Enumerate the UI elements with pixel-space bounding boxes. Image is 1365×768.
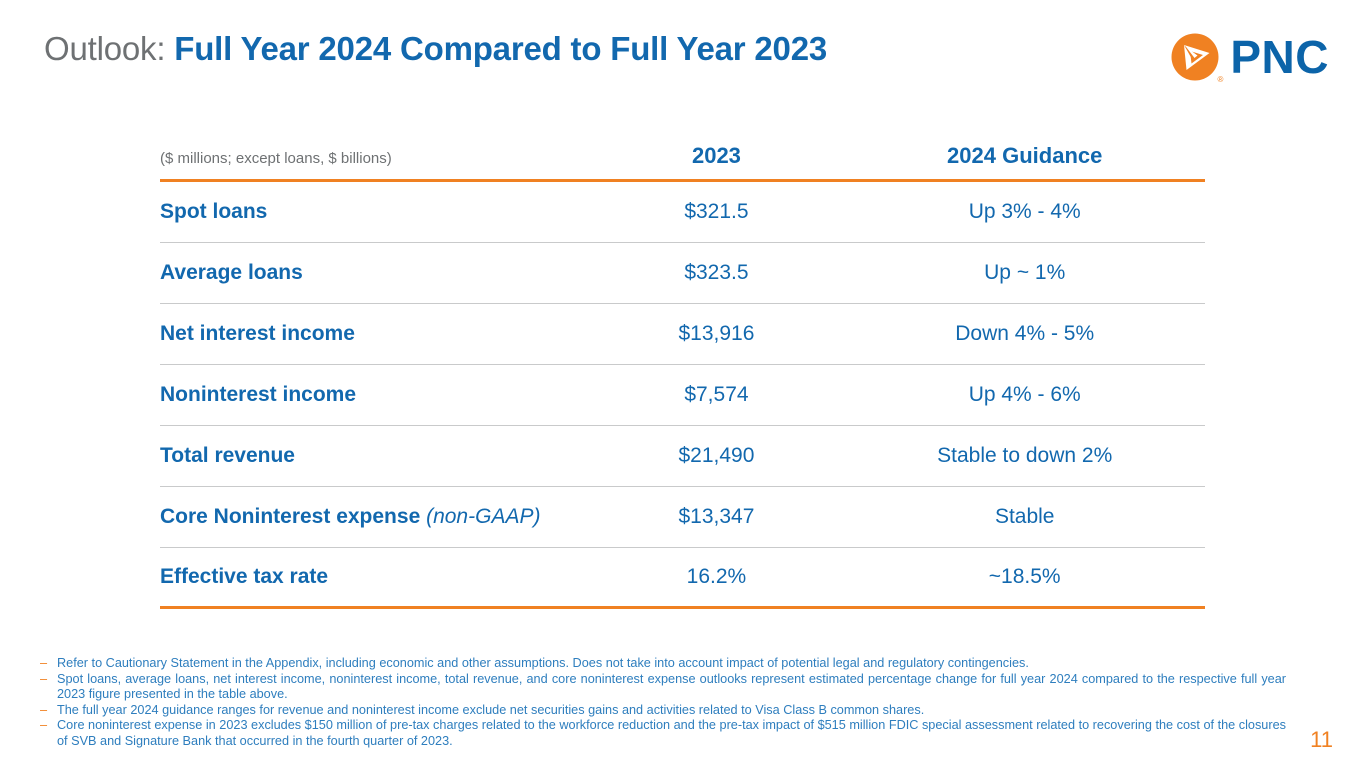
- pnc-logo: ® PNC: [1170, 31, 1329, 84]
- footnote-dash: –: [40, 718, 48, 733]
- column-header-2023: 2023: [691, 143, 741, 168]
- row-label: Effective tax rate: [160, 565, 588, 589]
- footnote-text: Refer to Cautionary Statement in the App…: [57, 656, 1029, 670]
- footnote-item: – Spot loans, average loans, net interes…: [40, 672, 1286, 703]
- pnc-logo-icon: ®: [1170, 32, 1224, 84]
- title-prefix: Outlook:: [44, 30, 175, 67]
- row-label: Core Noninterest expense (non-GAAP): [160, 505, 588, 529]
- table-row: Effective tax rate 16.2% ~18.5%: [160, 548, 1205, 609]
- value-2023: $323.5: [684, 261, 749, 284]
- registered-mark: ®: [1217, 75, 1224, 84]
- column-header-2024-guidance: 2024 Guidance: [947, 143, 1103, 168]
- title-main: Full Year 2024 Compared to Full Year 202…: [174, 30, 828, 67]
- table-header-row: ($ millions; except loans, $ billions) 2…: [160, 131, 1205, 182]
- row-label-text: Effective tax rate: [160, 565, 329, 588]
- footnote-dash: –: [40, 671, 48, 686]
- row-label: Net interest income: [160, 322, 588, 346]
- value-2023: $13,347: [678, 505, 755, 528]
- table-row: Net interest income $13,916 Down 4% - 5%: [160, 304, 1205, 365]
- page-number: 11: [1310, 727, 1333, 752]
- row-label: Total revenue: [160, 444, 588, 468]
- pnc-wordmark: PNC: [1230, 31, 1329, 83]
- value-2023: $13,916: [678, 322, 755, 345]
- row-label-suffix: (non-GAAP): [420, 505, 541, 528]
- row-label: Spot loans: [160, 200, 588, 224]
- table-row: Average loans $323.5 Up ~ 1%: [160, 243, 1205, 304]
- footnote-item: – Refer to Cautionary Statement in the A…: [40, 656, 1286, 672]
- row-label-text: Core Noninterest expense: [160, 505, 421, 528]
- table-row: Core Noninterest expense (non-GAAP) $13,…: [160, 487, 1205, 548]
- footnotes: – Refer to Cautionary Statement in the A…: [40, 656, 1286, 750]
- guidance-2024: Up ~ 1%: [984, 261, 1066, 284]
- footnote-text: The full year 2024 guidance ranges for r…: [57, 702, 925, 717]
- row-label-text: Average loans: [160, 261, 303, 284]
- outlook-table: ($ millions; except loans, $ billions) 2…: [160, 131, 1205, 609]
- table-row: Total revenue $21,490 Stable to down 2%: [160, 426, 1205, 487]
- footnote-text: Spot loans, average loans, net interest …: [57, 671, 1286, 702]
- guidance-2024: ~18.5%: [988, 565, 1061, 588]
- table-row: Spot loans $321.5 Up 3% - 4%: [160, 182, 1205, 243]
- slide-header: Outlook: Full Year 2024 Compared to Full…: [44, 30, 1329, 84]
- value-2023: $7,574: [684, 383, 749, 406]
- guidance-2024: Up 4% - 6%: [968, 383, 1081, 406]
- value-2023: $321.5: [684, 200, 749, 223]
- guidance-2024: Stable: [994, 505, 1055, 528]
- unit-note: ($ millions; except loans, $ billions): [160, 150, 392, 167]
- value-2023: $21,490: [678, 444, 755, 467]
- footnote-item: – The full year 2024 guidance ranges for…: [40, 703, 1286, 719]
- value-2023: 16.2%: [686, 565, 747, 588]
- row-label-text: Net interest income: [160, 322, 355, 345]
- row-label-text: Total revenue: [160, 444, 295, 467]
- row-label-text: Noninterest income: [160, 383, 357, 406]
- guidance-2024: Stable to down 2%: [937, 444, 1113, 467]
- row-label: Average loans: [160, 261, 588, 285]
- guidance-2024: Up 3% - 4%: [968, 200, 1081, 223]
- row-label-text: Spot loans: [160, 200, 268, 223]
- footnote-dash: –: [40, 656, 48, 670]
- row-label: Noninterest income: [160, 383, 588, 407]
- table-row: Noninterest income $7,574 Up 4% - 6%: [160, 365, 1205, 426]
- guidance-2024: Down 4% - 5%: [955, 322, 1095, 345]
- page-title: Outlook: Full Year 2024 Compared to Full…: [44, 30, 827, 68]
- footnote-dash: –: [40, 702, 48, 717]
- footnote-text: Core noninterest expense in 2023 exclude…: [57, 718, 1286, 748]
- footnote-item: – Core noninterest expense in 2023 exclu…: [40, 718, 1286, 749]
